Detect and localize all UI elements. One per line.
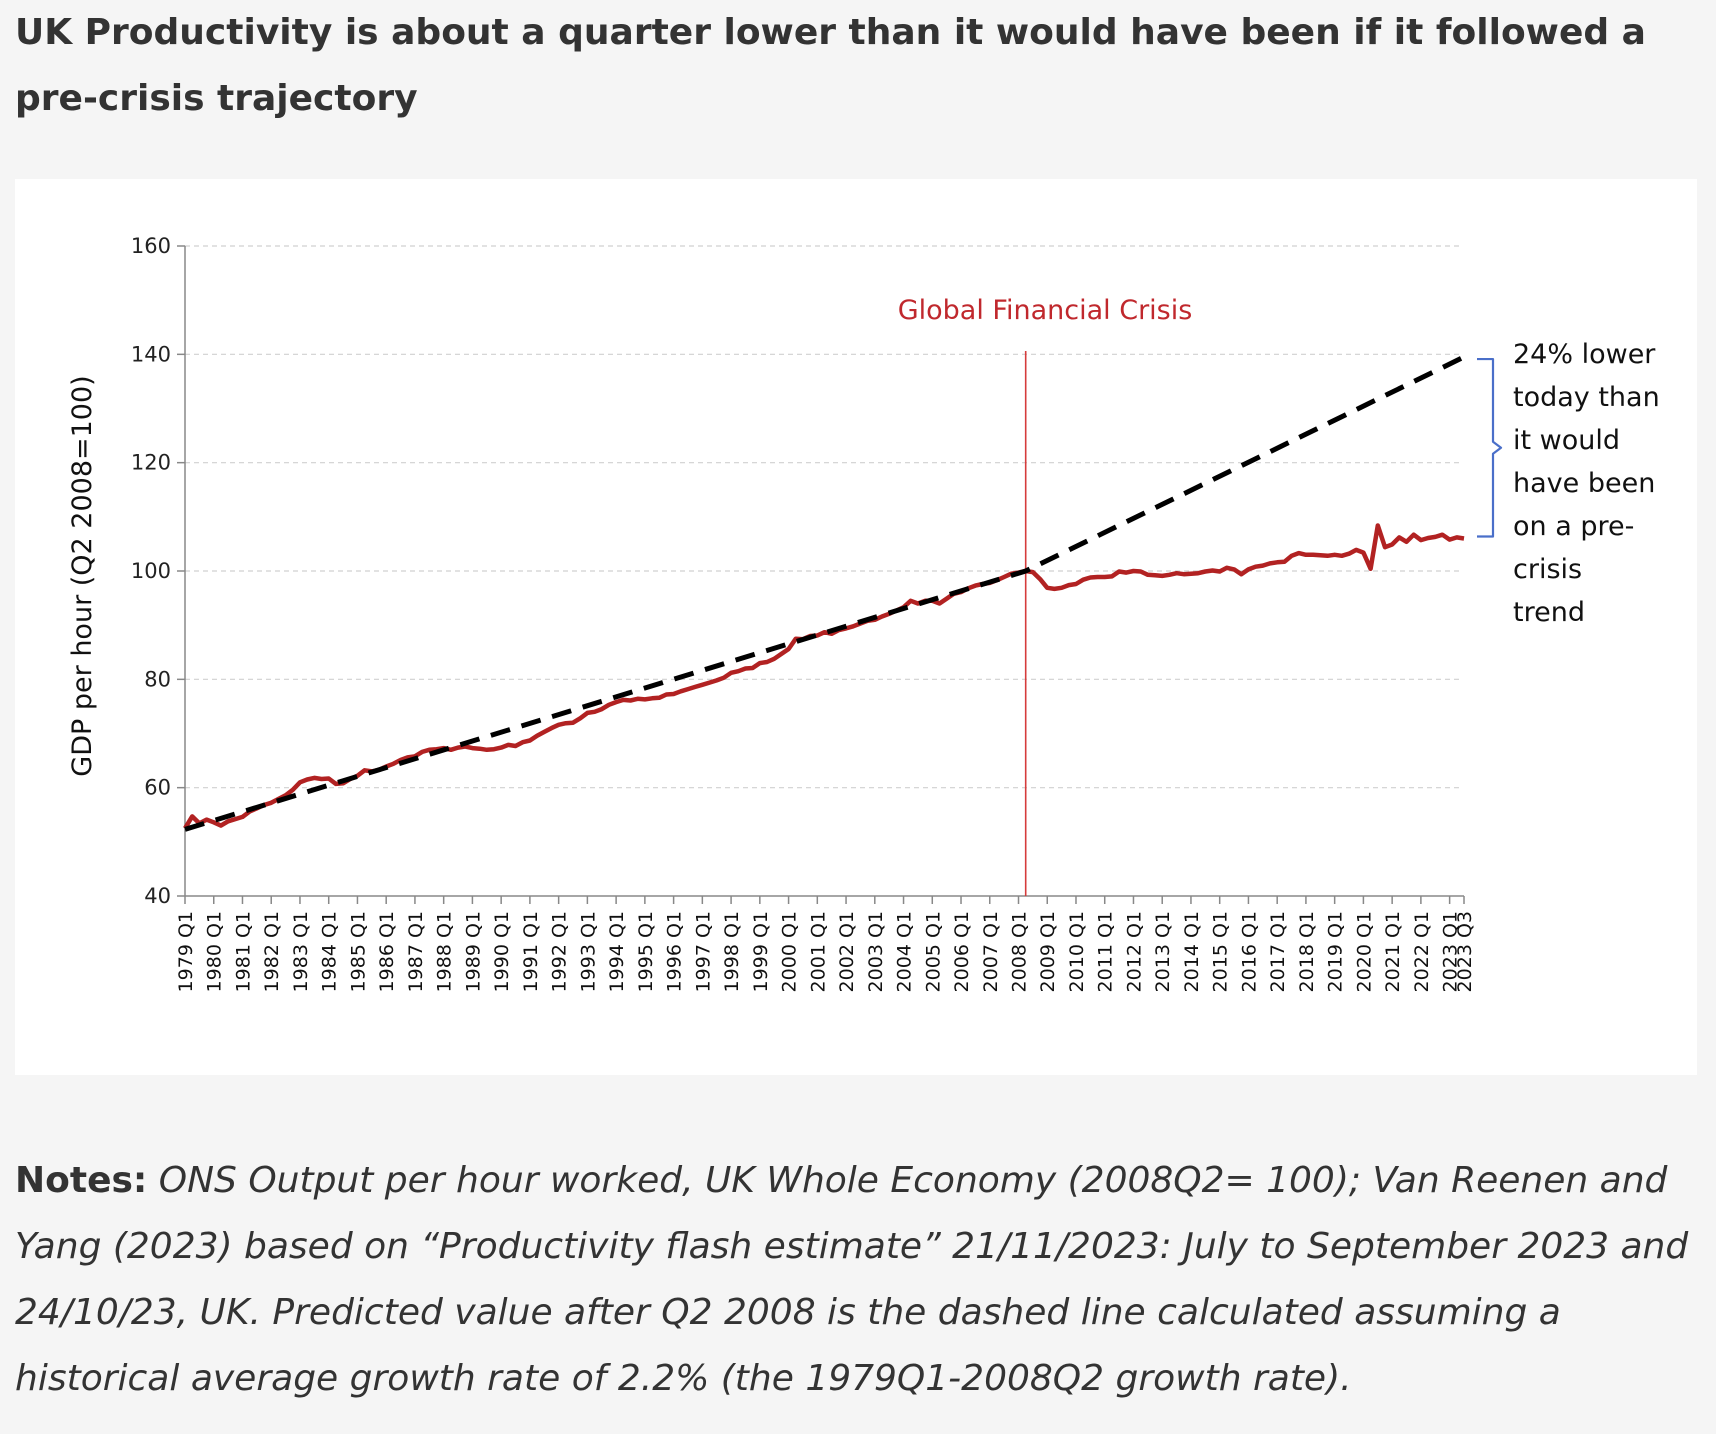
x-tick-label: 1999 Q1 [750, 911, 772, 992]
x-tick-label: 2010 Q1 [1066, 911, 1088, 992]
x-tick-label: 2012 Q1 [1123, 911, 1145, 992]
x-tick-label: 1995 Q1 [635, 911, 657, 992]
x-tick-label: 1983 Q1 [290, 911, 312, 992]
x-tick-label: 2014 Q1 [1181, 911, 1203, 992]
x-tick-label: 2004 Q1 [894, 911, 916, 992]
gap-annotation-line: on a pre- [1513, 511, 1634, 542]
chart-panel: 40 60 80 100 120 140 160 GDP per hour (Q2 2008=… [15, 179, 1697, 1075]
x-tick-label: 1986 Q1 [376, 911, 398, 992]
x-tick-label: 2011 Q1 [1095, 911, 1117, 992]
x-tick-label: 2020 Q1 [1353, 911, 1375, 992]
x-tick-label: 2016 Q1 [1238, 911, 1260, 992]
gap-bracket [1477, 357, 1503, 538]
x-tick-label: 2022 Q1 [1411, 911, 1433, 992]
x-tick-label: 2008 Q1 [1009, 911, 1031, 992]
x-tick-label: 2013 Q1 [1152, 911, 1174, 992]
y-tick-label: 60 [144, 776, 171, 800]
x-tick-label: 1991 Q1 [520, 911, 542, 992]
y-axis-title: GDP per hour (Q2 2008=100) [67, 375, 98, 776]
x-tick-label: 1989 Q1 [462, 911, 484, 992]
notes-label: Notes: [15, 1160, 148, 1201]
x-tick-label: 2009 Q1 [1037, 911, 1059, 992]
x-tick-label: 2000 Q1 [779, 911, 801, 992]
x-tick-label: 1981 Q1 [232, 911, 254, 992]
x-tick-label: 2015 Q1 [1210, 911, 1232, 992]
y-tick-label: 160 [131, 234, 171, 258]
y-tick-label: 40 [144, 884, 171, 908]
gap-annotation-line: trend [1513, 597, 1585, 628]
gap-annotation-line: today than [1513, 382, 1660, 413]
crisis-label: Global Financial Crisis [898, 295, 1193, 326]
x-tick-label: 2006 Q1 [951, 911, 973, 992]
x-tick-label: 2023 Q1 [1440, 911, 1462, 992]
productivity-chart: 40 60 80 100 120 140 160 GDP per hour (Q2 2008=… [67, 234, 1660, 992]
y-tick-label: 120 [131, 451, 171, 475]
x-tick-label: 1980 Q1 [204, 911, 226, 992]
x-tick-label: 1992 Q1 [549, 911, 571, 992]
page-title: UK Productivity is about a quarter lower… [15, 12, 1646, 119]
x-tick-label: 1990 Q1 [491, 911, 513, 992]
x-tick-label: 1998 Q1 [721, 911, 743, 992]
x-tick-label: 2021 Q1 [1382, 911, 1404, 992]
x-tick-label: 1982 Q1 [261, 911, 283, 992]
gap-annotation-line: crisis [1513, 554, 1582, 585]
x-tick-label: 2003 Q1 [865, 911, 887, 992]
x-tick-label: 1993 Q1 [577, 911, 599, 992]
y-tick-label: 140 [131, 342, 171, 366]
x-tick-label: 2001 Q1 [807, 911, 829, 992]
x-tick-label: 1987 Q1 [405, 911, 427, 992]
y-tick-label: 100 [131, 559, 171, 583]
x-tick-label: 1984 Q1 [319, 911, 341, 992]
notes-paragraph: Notes: ONS Output per hour worked, UK Wh… [15, 1148, 1695, 1412]
notes-text: ONS Output per hour worked, UK Whole Eco… [15, 1160, 1689, 1399]
y-tick-label: 80 [144, 667, 171, 691]
x-tick-label: 2005 Q1 [922, 911, 944, 992]
x-tick-label: 2019 Q1 [1325, 911, 1347, 992]
x-tick-label: 1994 Q1 [606, 911, 628, 992]
x-tick-label: 1979 Q1 [175, 911, 197, 992]
x-tick-label: 1988 Q1 [434, 911, 456, 992]
gap-annotation-line: it would [1513, 425, 1620, 456]
x-tick-label: 2007 Q1 [980, 911, 1002, 992]
trend-line [184, 354, 1466, 832]
x-tick-label: 2023 Q3 [1454, 911, 1476, 992]
actual-productivity-line [183, 523, 1465, 830]
x-tick-label: 1985 Q1 [347, 911, 369, 992]
gap-annotation-line: have been [1513, 468, 1655, 499]
x-tick-label: 1997 Q1 [692, 911, 714, 992]
x-tick-label: 1996 Q1 [664, 911, 686, 992]
x-tick-label: 2002 Q1 [836, 911, 858, 992]
x-tick-label: 2017 Q1 [1267, 911, 1289, 992]
gap-annotation-line: 24% lower [1513, 339, 1656, 370]
x-tick-label: 2018 Q1 [1296, 911, 1318, 992]
